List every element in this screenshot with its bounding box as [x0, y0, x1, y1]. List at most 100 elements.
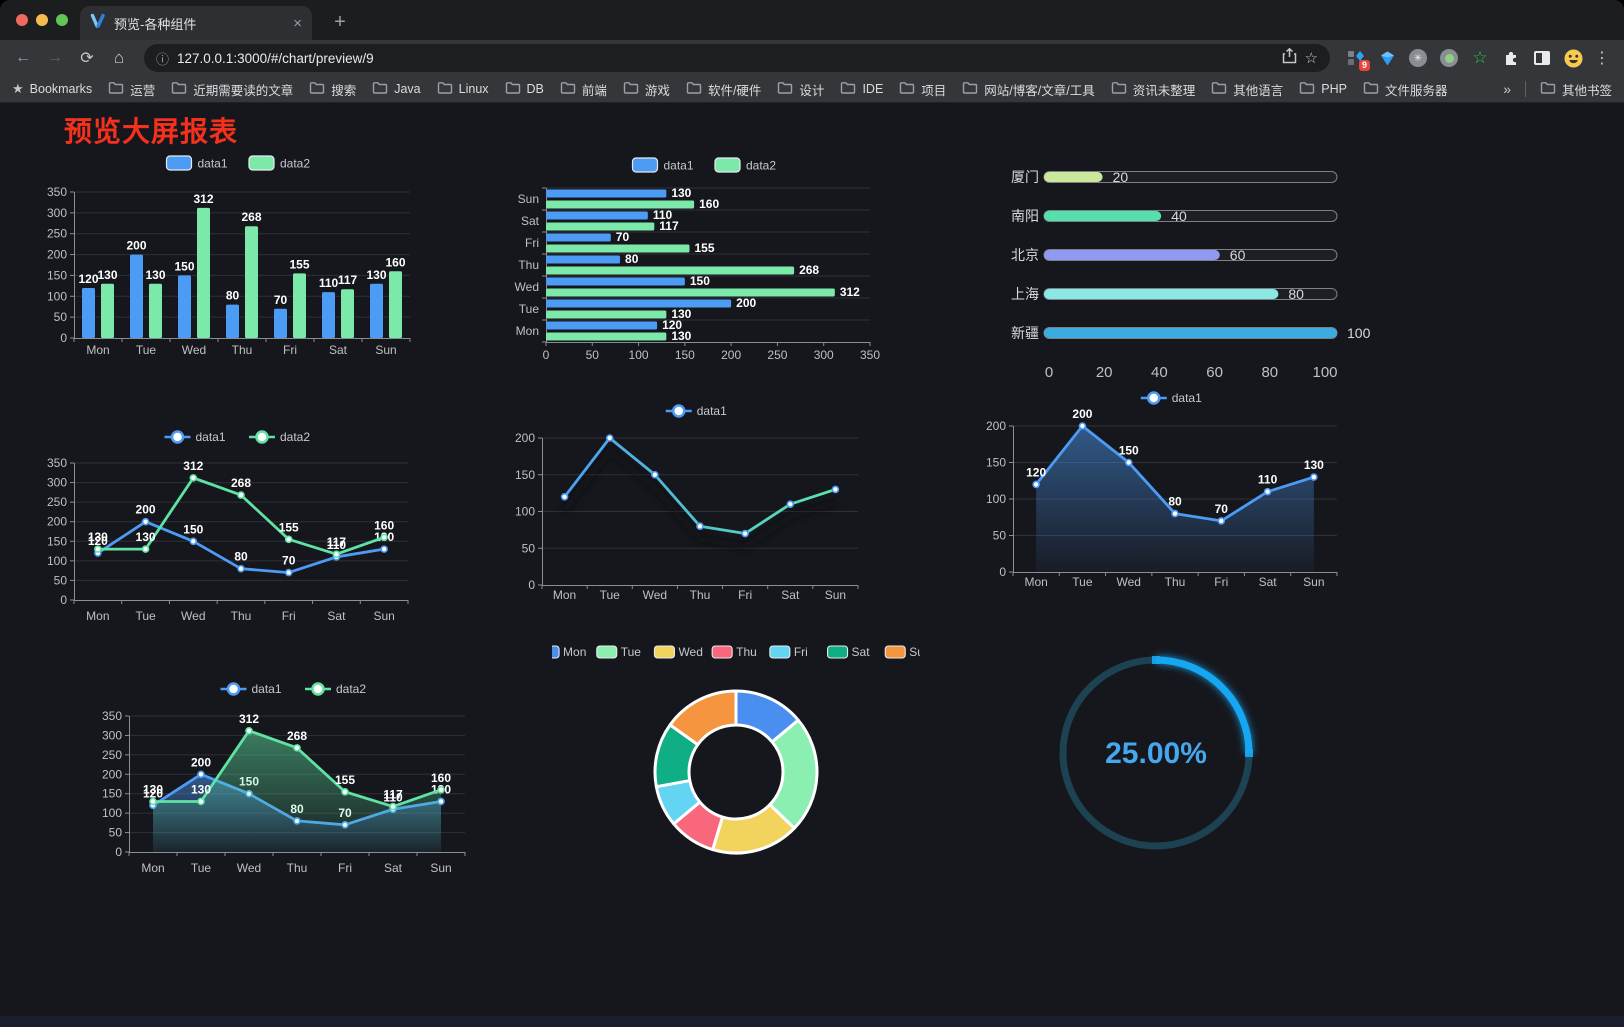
address-bar[interactable]: ⓘ 127.0.0.1:3000/#/chart/preview/9 ☆ — [144, 44, 1330, 72]
svg-text:Thu: Thu — [518, 258, 539, 272]
bookmarks-divider — [1524, 81, 1526, 97]
svg-text:Thu: Thu — [1165, 575, 1186, 589]
chart-donut-pie: Mon Tue Wed Thu Fri Sat Sun — [538, 638, 931, 873]
gem-extension-icon[interactable] — [1377, 48, 1397, 68]
bookmark-star-icon[interactable]: ☆ — [1304, 50, 1318, 67]
minimize-window-button[interactable] — [36, 14, 48, 26]
bookmarks-apps-item[interactable]: ★ Bookmarks — [12, 81, 92, 97]
bookmark-folder[interactable]: IDE — [840, 81, 883, 98]
svg-text:155: 155 — [279, 520, 299, 534]
bookmark-folder[interactable]: 项目 — [899, 80, 946, 99]
svg-text:268: 268 — [287, 729, 307, 743]
browser-menu-icon[interactable]: ⋮ — [1594, 50, 1610, 67]
svg-text:南阳: 南阳 — [1011, 208, 1039, 224]
svg-text:60: 60 — [1230, 247, 1246, 263]
svg-text:100: 100 — [1312, 364, 1337, 381]
svg-text:20: 20 — [1096, 364, 1113, 381]
svg-text:50: 50 — [54, 573, 68, 587]
puzzle-extensions-icon[interactable] — [1501, 48, 1521, 68]
home-icon[interactable]: ⌂ — [113, 48, 125, 67]
bookmark-folder[interactable]: Linux — [437, 81, 489, 98]
bookmarks-overflow-chevron[interactable]: » — [1503, 81, 1511, 97]
svg-text:Fri: Fri — [525, 236, 539, 250]
asterisk-extension-icon[interactable]: ✳ — [1408, 48, 1428, 68]
chart-blue-area: data1 0 50 100 150 200 Mon Tue Wed Thu Fri Sat Sun 12… — [985, 386, 1365, 601]
share-icon[interactable] — [1282, 47, 1297, 69]
bookmark-folder[interactable]: 搜索 — [309, 80, 356, 99]
page-content: 预览大屏报表 data1 data2 0 50 100 150 200 250 300 350 Mo… — [0, 103, 1624, 1027]
svg-text:110: 110 — [327, 538, 347, 552]
bookmark-folder[interactable]: Java — [372, 81, 421, 98]
svg-text:150: 150 — [515, 468, 535, 482]
green-star-extension-icon[interactable]: ☆ — [1472, 48, 1488, 67]
reader-mode-icon[interactable] — [1532, 48, 1552, 68]
svg-text:80: 80 — [226, 289, 240, 303]
url-text[interactable]: 127.0.0.1:3000/#/chart/preview/9 — [177, 50, 374, 66]
bookmark-folder[interactable]: 文件服务器 — [1363, 80, 1447, 99]
svg-text:Thu: Thu — [287, 861, 308, 875]
back-icon[interactable]: ← — [15, 49, 31, 66]
svg-text:data2: data2 — [746, 159, 776, 173]
svg-text:0: 0 — [60, 593, 67, 607]
svg-text:Sat: Sat — [852, 645, 871, 659]
bookmark-folder[interactable]: 前端 — [560, 80, 607, 99]
svg-text:Tue: Tue — [1072, 575, 1093, 589]
tab-close-icon[interactable]: × — [293, 14, 302, 32]
emoji-extension-icon[interactable] — [1563, 48, 1583, 68]
bookmark-folder[interactable]: 运营 — [108, 80, 155, 99]
bookmark-folder[interactable]: PHP — [1299, 81, 1347, 98]
svg-text:100: 100 — [1347, 325, 1371, 341]
new-tab-button[interactable]: + — [334, 11, 346, 33]
dot-extension-icon[interactable] — [1439, 48, 1459, 68]
bookmark-folder[interactable]: 其他语言 — [1211, 80, 1283, 99]
folder-icon — [686, 81, 702, 98]
bookmark-folder[interactable]: 近期需要读的文章 — [171, 80, 293, 99]
svg-text:100: 100 — [47, 289, 67, 303]
folder-icon — [171, 81, 187, 98]
forward-icon[interactable]: → — [47, 49, 63, 66]
svg-text:0: 0 — [543, 348, 550, 362]
reload-icon[interactable]: ⟳ — [80, 50, 94, 67]
zoom-window-button[interactable] — [56, 14, 68, 26]
bookmark-folder[interactable]: 网站/博客/文章/工具 — [962, 80, 1095, 99]
svg-text:350: 350 — [47, 456, 67, 470]
pinned-extension-icon[interactable]: 9 — [1346, 48, 1370, 71]
svg-text:Wed: Wed — [237, 861, 261, 875]
browser-tab[interactable]: 预览-各种组件 × — [80, 6, 312, 40]
bookmark-folder[interactable]: 软件/硬件 — [686, 80, 761, 99]
other-bookmarks-folder[interactable]: 其他书签 — [1540, 80, 1612, 99]
svg-text:100: 100 — [515, 505, 535, 519]
svg-text:312: 312 — [183, 459, 203, 473]
svg-text:300: 300 — [47, 206, 67, 220]
svg-text:Wed: Wed — [515, 280, 539, 294]
folder-icon — [1211, 81, 1227, 98]
svg-text:Sun: Sun — [909, 645, 920, 659]
svg-text:130: 130 — [191, 782, 211, 796]
chart-grouped-bar: data1 data2 0 50 100 150 200 250 300 350 Mon Tue Wed… — [40, 148, 420, 363]
bookmark-folder[interactable]: DB — [505, 81, 544, 98]
svg-text:Fri: Fri — [738, 588, 752, 602]
svg-text:200: 200 — [47, 515, 67, 529]
svg-text:Fri: Fri — [282, 609, 296, 623]
close-window-button[interactable] — [16, 14, 28, 26]
svg-text:Mon: Mon — [1024, 575, 1047, 589]
svg-text:20: 20 — [1113, 169, 1129, 185]
star-icon: ★ — [12, 81, 24, 96]
chart-dual-line: data1 data2 0 50 100 150 200 250 300 350 Mon Tue Wed… — [40, 423, 420, 638]
site-info-icon[interactable]: ⓘ — [156, 51, 170, 67]
bookmark-folder[interactable]: 设计 — [777, 80, 824, 99]
svg-text:110: 110 — [383, 790, 403, 804]
bookmark-folder[interactable]: 游戏 — [623, 80, 670, 99]
folder-icon — [372, 81, 388, 98]
svg-text:312: 312 — [840, 285, 860, 299]
folder-icon — [1111, 81, 1127, 98]
svg-text:150: 150 — [183, 522, 203, 536]
svg-text:上海: 上海 — [1011, 286, 1039, 302]
svg-text:117: 117 — [327, 535, 347, 549]
bookmark-folder[interactable]: 资讯未整理 — [1111, 80, 1195, 99]
svg-text:Wed: Wed — [1116, 575, 1140, 589]
svg-text:70: 70 — [282, 554, 296, 568]
svg-text:117: 117 — [659, 219, 679, 233]
svg-text:160: 160 — [374, 518, 394, 532]
